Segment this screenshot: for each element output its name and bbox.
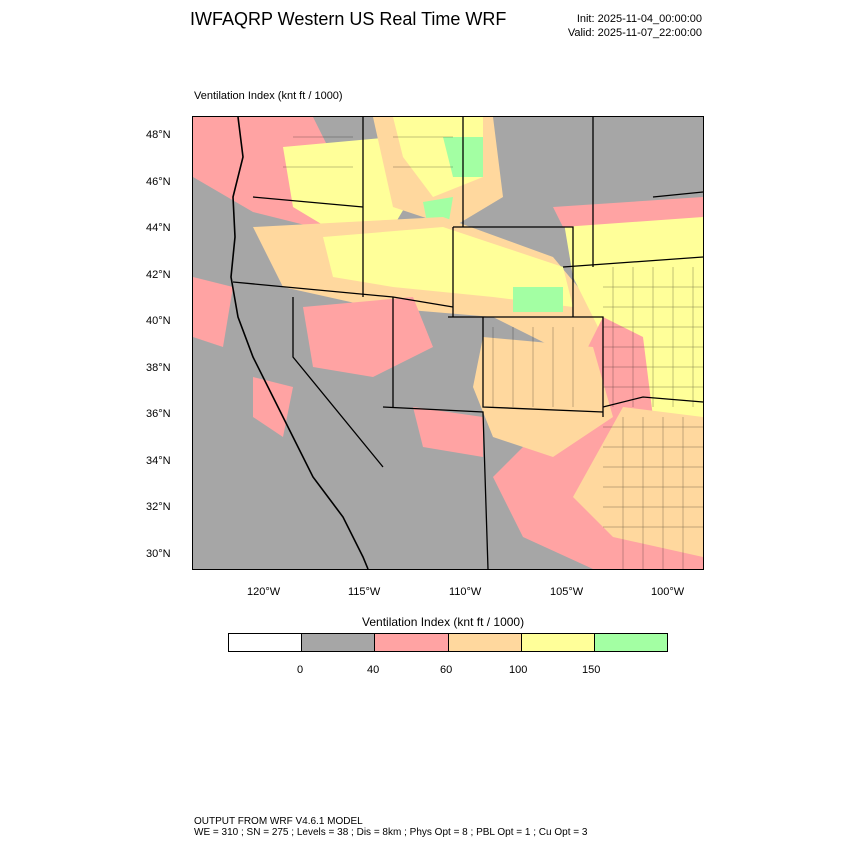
colorbar-label: 60 [440,664,453,676]
lon-tick-label: 115°W [348,586,381,598]
lon-tick-label: 110°W [449,586,482,598]
lat-tick-label: 44°N [146,222,171,234]
region-orange [573,407,703,557]
shaded-regions [193,117,703,569]
region-red [413,407,483,457]
ventilation-map [193,117,703,569]
lat-tick-label: 30°N [146,548,171,560]
lat-tick-label: 38°N [146,362,171,374]
colorbar-label: 0 [297,664,304,676]
region-red [553,197,703,227]
model-footer: OUTPUT FROM WRF V4.6.1 MODEL [194,816,363,827]
region-yellow [323,227,573,307]
colorbar-box [229,634,303,651]
lat-tick-label: 32°N [146,501,171,513]
colorbar-title: Ventilation Index (knt ft / 1000) [362,615,525,629]
lat-tick-label: 48°N [146,129,171,141]
colorbar-label: 150 [582,664,601,676]
lat-tick-label: 34°N [146,455,171,467]
region-green [513,287,563,312]
lat-tick-label: 46°N [146,176,171,188]
lon-tick-label: 120°W [247,586,281,598]
valid-time: Valid: 2025-11-07_22:00:00 [567,27,702,39]
lon-tick-label: 105°W [550,586,584,598]
model-config: WE = 310 ; SN = 275 ; Levels = 38 ; Dis … [194,827,588,838]
region-red [253,377,293,437]
region-red [303,297,433,377]
county-lines [283,136,703,569]
colorbar-box [594,634,668,651]
colorbar-box [302,634,376,651]
plot-title: IWFAQRP Western US Real Time WRF [190,9,507,29]
lat-tick-label: 42°N [146,269,171,281]
state-boundaries [232,117,703,569]
init-time: Init: 2025-11-04_00:00:00 [576,13,702,25]
colorbar-label: 40 [367,664,380,676]
field-label: Ventilation Index (knt ft / 1000) [194,90,343,102]
colorbar [228,633,668,652]
lat-tick-label: 40°N [146,315,171,327]
colorbar-box [521,634,595,651]
region-orange [473,337,613,457]
coastline [230,117,369,569]
region-red [193,277,233,347]
colorbar-box [375,634,449,651]
lat-tick-label: 36°N [146,408,171,420]
colorbar-box [448,634,522,651]
colorbar-label: 100 [509,664,528,676]
lon-tick-label: 100°W [651,586,685,598]
map-panel [192,116,704,570]
